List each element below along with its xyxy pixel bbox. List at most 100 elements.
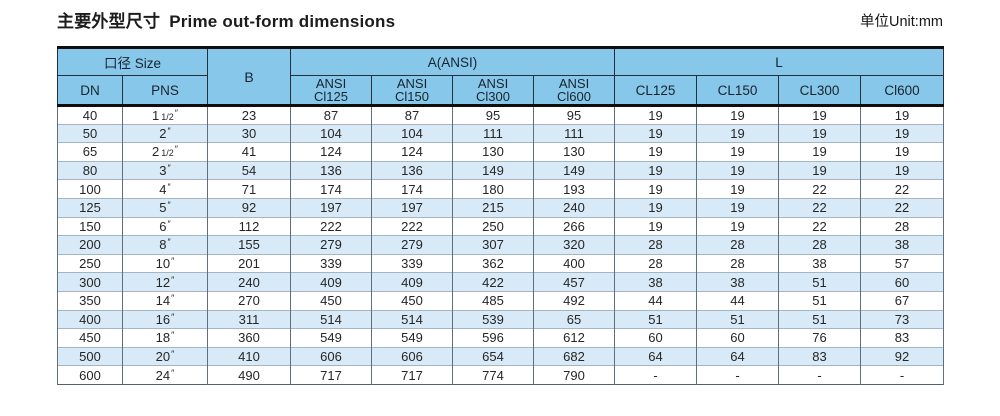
ansi-cell: 362 [452,253,535,273]
ansi-cell: 240 [533,197,616,218]
l-cell: 44 [696,290,780,311]
dn-cell: 150 [57,216,123,236]
header-line: ANSI [396,76,428,91]
l-cell: - [614,365,698,385]
dn-cell: 65 [57,142,123,162]
l-cell: 38 [696,272,780,292]
ansi-cell: 596 [452,328,535,348]
l-cell: 19 [696,216,780,236]
ansi-cell: 492 [533,290,616,311]
inch-mark: ″ [167,237,171,248]
l-cell: 38 [778,253,862,273]
ansi-cell: 149 [533,160,616,180]
b-cell: 201 [207,253,292,273]
l-cell: 19 [696,105,780,125]
l-cell: 51 [696,309,780,329]
table-row: 400 16″ 311 514 514 539 65 51 51 51 73 [57,309,945,329]
pns-whole: 20 [155,349,171,365]
l-cell: 28 [778,235,862,255]
ansi-cell: 409 [371,272,454,292]
dn-cell: 40 [57,105,123,125]
page-title-cn: 主要外型尺寸 [57,12,161,31]
dn-cell: 600 [57,365,123,385]
dn-cell: 50 [57,123,123,143]
pns-cell: 8″ [121,235,209,255]
header-line: ANSI [315,76,347,91]
dn-cell: 250 [57,253,123,273]
ansi-cell: 222 [290,216,373,236]
pns-cell: 2″ [121,123,209,143]
pns-cell: 18″ [121,328,209,348]
l-cell: 67 [860,290,945,311]
l-cell: 19 [696,179,780,199]
ansi-cell: 606 [290,346,373,366]
table-row: 100 4″ 71 174 174 180 193 19 19 22 22 [57,179,945,199]
pns-cell: 12″ [121,272,209,292]
ansi-cell: 422 [452,272,535,292]
l-cell: 28 [860,216,945,236]
l-cell: 73 [860,309,945,329]
ansi-cl125-column-header: ANSI Cl125 [290,75,373,107]
l-cell: 22 [860,197,945,218]
ansi-cell: 339 [371,253,454,273]
inch-mark: ″ [167,200,171,211]
inch-mark: ″ [171,293,175,304]
inch-mark: ″ [171,349,175,360]
inch-mark: ″ [171,311,175,322]
pns-whole: 10 [155,256,171,272]
header-line: Cl150 [395,89,429,104]
pns-whole: 16 [155,311,171,327]
ansi-cell: 279 [371,235,454,255]
ansi-cell: 136 [290,160,373,180]
l-cell: 51 [614,309,698,329]
ansi-cell: 95 [452,105,535,125]
ansi-cell: 682 [533,346,616,366]
ansi-cell: 279 [290,235,373,255]
dn-column-header: DN [57,75,123,107]
l-cell: 19 [696,197,780,218]
ansi-cell: 450 [290,290,373,311]
pns-whole: 5 [159,200,167,216]
b-cell: 23 [207,105,292,125]
pns-fraction: 1/2 [161,111,174,122]
l-cell: 19 [614,179,698,199]
l-cell: 19 [696,160,780,180]
l-cell: 57 [860,253,945,273]
ansi-cell: 197 [371,197,454,218]
dn-cell: 200 [57,235,123,255]
l-cell: 19 [778,160,862,180]
l-cell: - [696,365,780,385]
ansi-cell: 717 [290,365,373,385]
ansi-cell: 174 [371,179,454,199]
l-cell: 19 [860,142,945,162]
pns-cell: 14″ [121,290,209,311]
pns-whole: 3 [159,163,167,179]
unit-label: 单位Unit:mm [860,14,943,30]
pns-cell: 4″ [121,179,209,199]
l-cell: 28 [614,235,698,255]
ansi-cell: 130 [533,142,616,162]
l-cell: 19 [860,105,945,125]
inch-mark: ″ [167,125,171,136]
header-line: Cl125 [314,89,348,104]
b-cell: 240 [207,272,292,292]
ansi-cl600-column-header: ANSI Cl600 [533,75,616,107]
pns-fraction: 1/2 [161,148,174,159]
b-cell: 155 [207,235,292,255]
ansi-cell: 339 [290,253,373,273]
b-cell: 360 [207,328,292,348]
l-cell: 51 [778,309,862,329]
ansi-cell: 130 [452,142,535,162]
b-cell: 112 [207,216,292,236]
ansi-cell: 87 [371,105,454,125]
header-line: ANSI [477,76,509,91]
ansi-cell: 514 [371,309,454,329]
size-group-header: 口径 Size [56,47,209,76]
l-cell: 60 [860,272,945,292]
dn-cell: 350 [57,290,123,311]
dimensions-table: 口径 Size B A(ANSI) L DN PNS ANSI Cl125 AN… [56,46,945,385]
l-cell: 60 [696,328,780,348]
ansi-cell: 790 [533,365,616,385]
ansi-cell: 124 [290,142,373,162]
l-cell: 19 [614,105,698,125]
